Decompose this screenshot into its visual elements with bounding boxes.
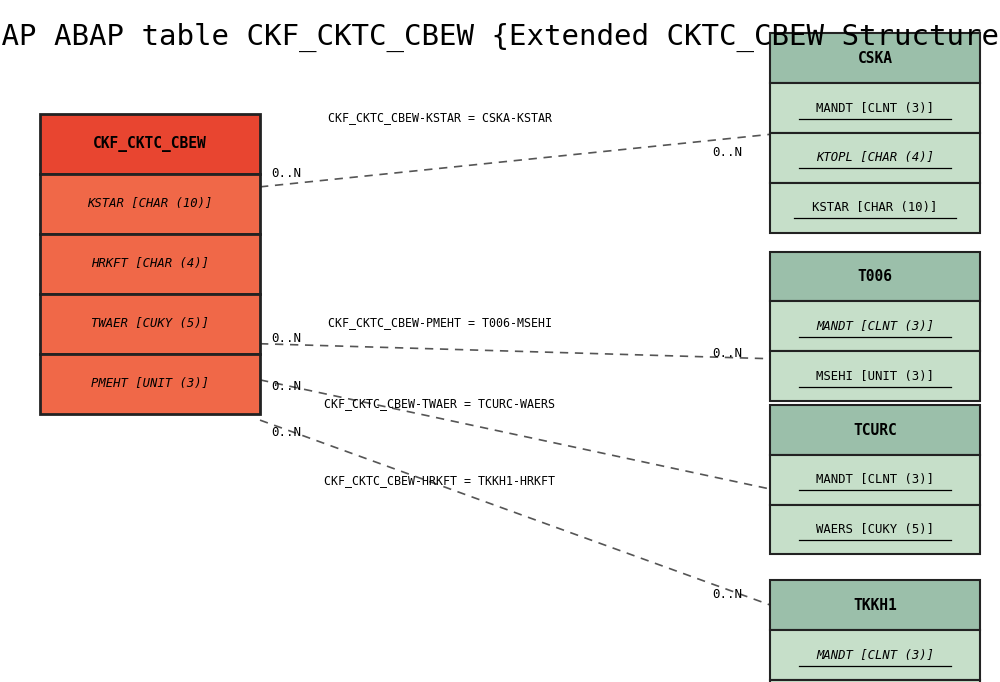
Text: MANDT [CLNT (3)]: MANDT [CLNT (3)] <box>816 102 934 115</box>
FancyBboxPatch shape <box>770 183 980 233</box>
FancyBboxPatch shape <box>40 234 260 294</box>
Text: CKF_CKTC_CBEW-TWAER = TCURC-WAERS: CKF_CKTC_CBEW-TWAER = TCURC-WAERS <box>324 396 556 410</box>
Text: 0..N: 0..N <box>271 426 301 439</box>
Text: TCURC: TCURC <box>853 423 897 437</box>
Text: MANDT [CLNT (3)]: MANDT [CLNT (3)] <box>816 649 934 662</box>
Text: 0..N: 0..N <box>271 167 301 181</box>
FancyBboxPatch shape <box>770 680 980 682</box>
Text: MSEHI [UNIT (3)]: MSEHI [UNIT (3)] <box>816 370 934 383</box>
FancyBboxPatch shape <box>770 630 980 680</box>
FancyBboxPatch shape <box>770 33 980 83</box>
Text: HRKFT [CHAR (4)]: HRKFT [CHAR (4)] <box>91 257 209 271</box>
FancyBboxPatch shape <box>770 252 980 301</box>
Text: CKF_CKTC_CBEW-KSTAR = CSKA-KSTAR: CKF_CKTC_CBEW-KSTAR = CSKA-KSTAR <box>328 111 552 125</box>
Text: TWAER [CUKY (5)]: TWAER [CUKY (5)] <box>91 317 209 331</box>
Text: T006: T006 <box>858 269 893 284</box>
Text: WAERS [CUKY (5)]: WAERS [CUKY (5)] <box>816 523 934 536</box>
Text: 0..N: 0..N <box>712 587 742 601</box>
Text: CKF_CKTC_CBEW: CKF_CKTC_CBEW <box>93 136 207 152</box>
FancyBboxPatch shape <box>770 301 980 351</box>
Text: KTOPL [CHAR (4)]: KTOPL [CHAR (4)] <box>816 151 934 164</box>
FancyBboxPatch shape <box>770 505 980 554</box>
Text: CKF_CKTC_CBEW-HRKFT = TKKH1-HRKFT: CKF_CKTC_CBEW-HRKFT = TKKH1-HRKFT <box>324 473 556 487</box>
FancyBboxPatch shape <box>40 354 260 414</box>
FancyBboxPatch shape <box>770 83 980 133</box>
Text: MANDT [CLNT (3)]: MANDT [CLNT (3)] <box>816 473 934 486</box>
FancyBboxPatch shape <box>40 174 260 234</box>
FancyBboxPatch shape <box>770 351 980 401</box>
FancyBboxPatch shape <box>40 114 260 174</box>
Text: 0..N: 0..N <box>271 331 301 345</box>
FancyBboxPatch shape <box>770 455 980 505</box>
FancyBboxPatch shape <box>770 580 980 630</box>
FancyBboxPatch shape <box>770 133 980 183</box>
Text: CKF_CKTC_CBEW-PMEHT = T006-MSEHI: CKF_CKTC_CBEW-PMEHT = T006-MSEHI <box>328 316 552 329</box>
Text: KSTAR [CHAR (10)]: KSTAR [CHAR (10)] <box>812 201 938 214</box>
Text: MANDT [CLNT (3)]: MANDT [CLNT (3)] <box>816 320 934 333</box>
Text: KSTAR [CHAR (10)]: KSTAR [CHAR (10)] <box>87 197 213 211</box>
Text: 0..N: 0..N <box>271 379 301 393</box>
Text: 0..N: 0..N <box>712 347 742 361</box>
FancyBboxPatch shape <box>770 405 980 455</box>
Text: PMEHT [UNIT (3)]: PMEHT [UNIT (3)] <box>91 377 209 391</box>
Text: CSKA: CSKA <box>858 51 893 65</box>
Text: 0..N: 0..N <box>712 145 742 159</box>
FancyBboxPatch shape <box>40 294 260 354</box>
Text: SAP ABAP table CKF_CKTC_CBEW {Extended CKTC_CBEW Structure}: SAP ABAP table CKF_CKTC_CBEW {Extended C… <box>0 23 1000 52</box>
Text: TKKH1: TKKH1 <box>853 598 897 612</box>
